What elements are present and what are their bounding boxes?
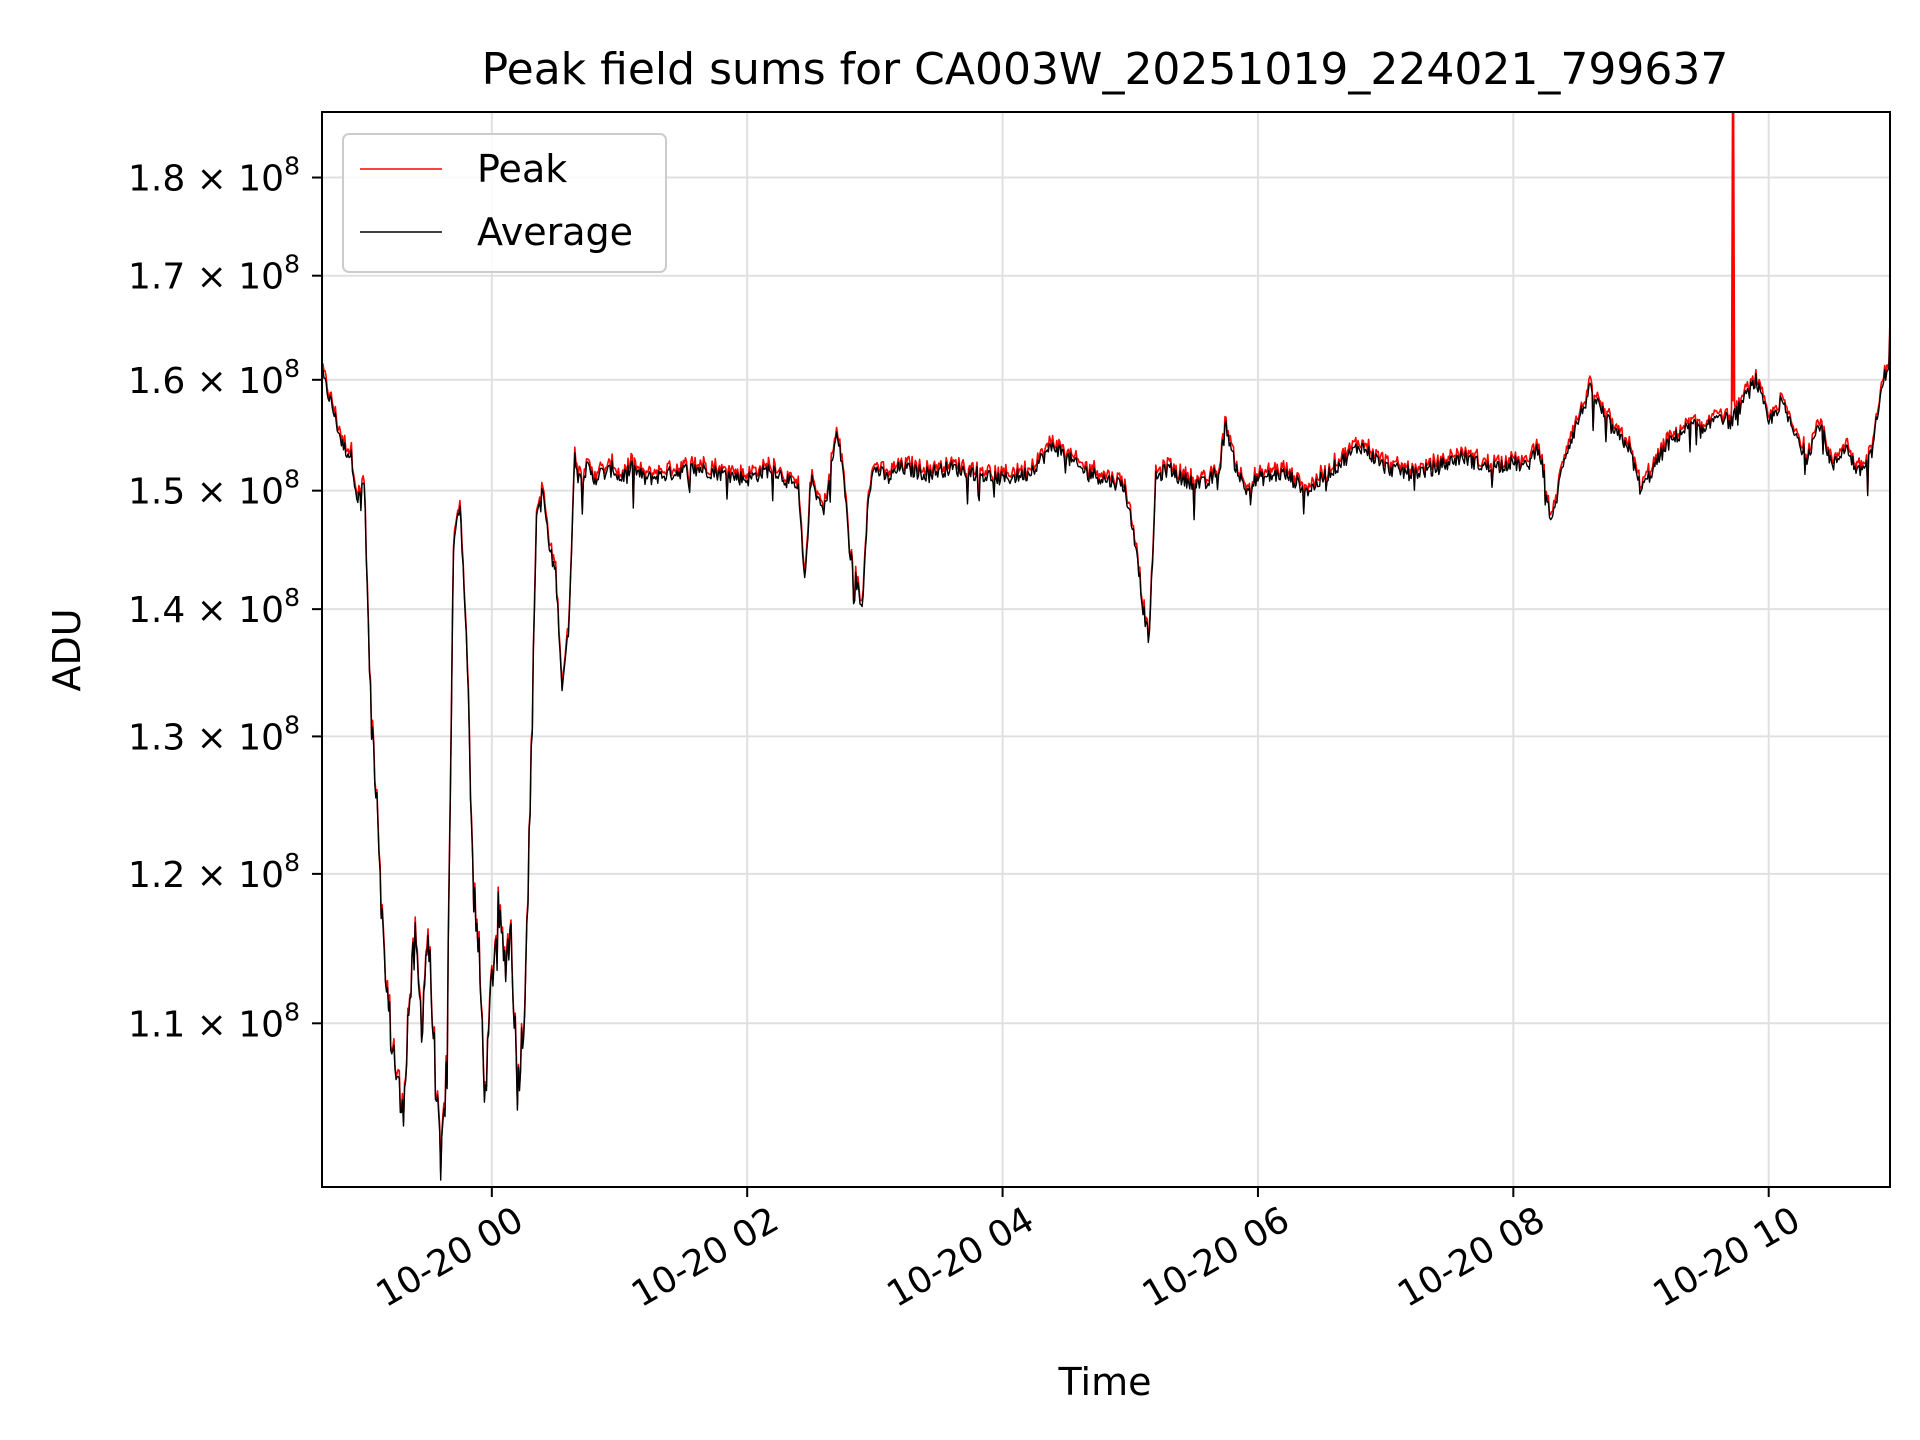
y-tick-label: 1.7 × 108 [128,250,300,298]
legend: Peak Average [342,133,667,273]
y-tick-label: 1.3 × 108 [128,710,300,758]
x-axis-label: Time [1058,1360,1152,1404]
y-tick-label: 1.2 × 108 [128,848,300,896]
y-axis-label: ADU [45,608,89,691]
legend-label-average: Average [477,210,633,254]
plot-frame [321,111,1891,1188]
grid [322,112,1890,1187]
y-tick-label: 1.5 × 108 [128,465,300,513]
plot-area-background [322,112,1890,1187]
series-line-average [322,325,1890,1181]
y-axis-ticks: 1.1 × 108 1.2 × 108 1.3 × 108 1.4 × 108 1.5 … [128,152,322,1045]
legend-label-peak: Peak [477,147,567,191]
chart-title: Peak field sums for CA003W_20251019_2240… [482,44,1729,95]
y-tick-label: 1.6 × 108 [128,354,300,402]
series-group [322,112,1890,1181]
y-tick-label: 1.8 × 108 [128,152,300,200]
y-tick-label: 1.1 × 108 [128,997,300,1045]
y-tick-label: 1.4 × 108 [128,583,300,631]
